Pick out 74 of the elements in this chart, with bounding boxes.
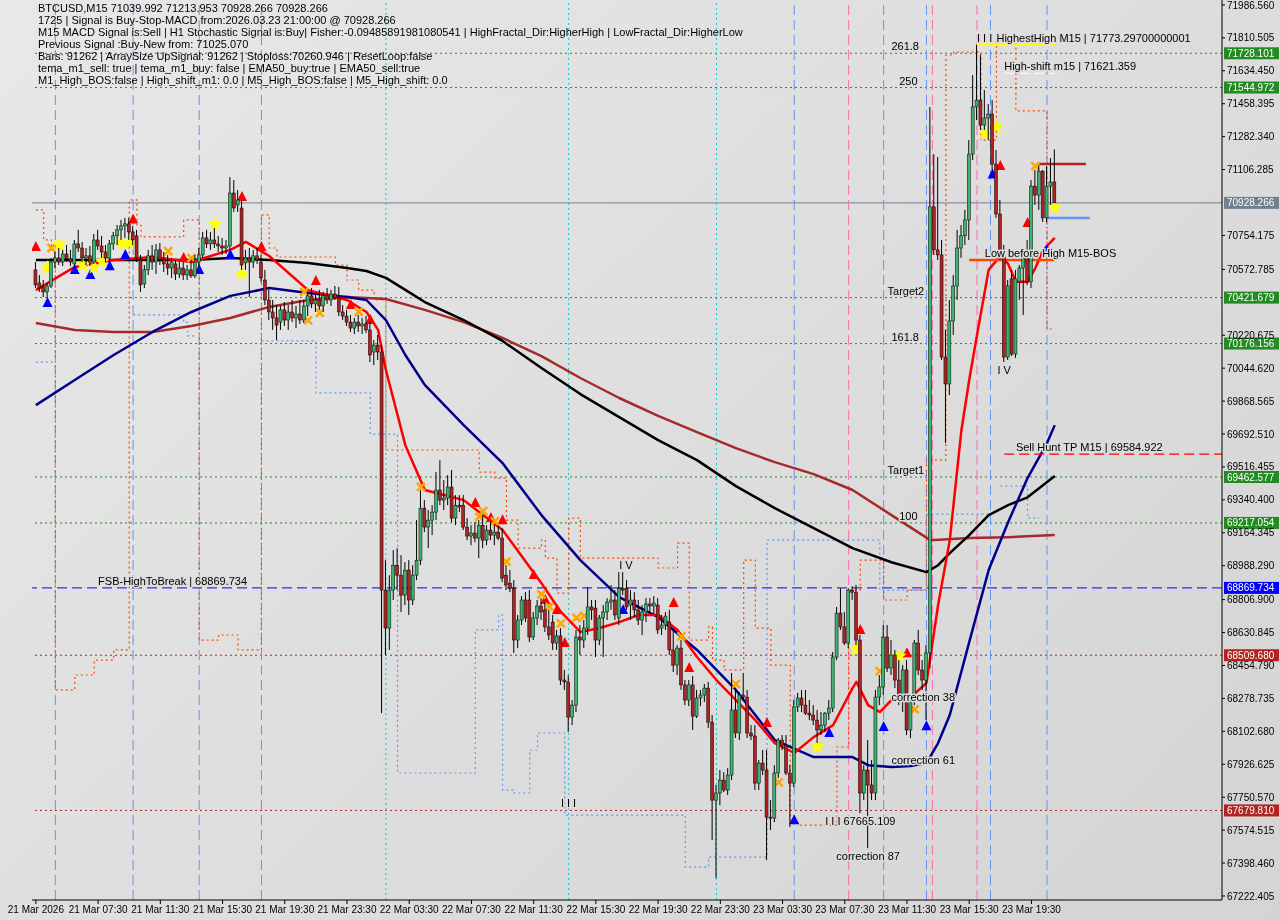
ref-line-label: 69217.054 (1227, 517, 1275, 529)
annotation: I I I (977, 31, 993, 44)
ref-line-label: 68869.734 (1227, 582, 1275, 594)
x-tick-label: 21 Mar 23:30 (317, 904, 377, 916)
annotation: FSB-HighToBreak | 68869.734 (98, 574, 248, 587)
y-tick-label: 67574.515 (1227, 824, 1275, 836)
y-tick-label: 68454.790 (1227, 660, 1275, 672)
annotation: Target1 (887, 464, 925, 477)
annotation: I V (619, 559, 634, 572)
x-tick-label: 21 Mar 2026 (7, 904, 65, 916)
y-tick-label: 68102.680 (1227, 725, 1275, 737)
annotation: Previous Signal :Buy-New from: 71025.070 (38, 38, 250, 50)
annotation: tema_m1_sell: true | tema_m1_buy: false | EMA50_buy:true | EMA50_sell:true (38, 62, 422, 74)
annotation: M1_High_BOS:false | High_shift_m1: 0.0 | M5_High_BOS:false | M5_High_shift: 0.0 (38, 74, 449, 86)
annotation: High-shift m15 | 71621.359 (1004, 60, 1137, 73)
x-tick-label: 21 Mar 19:30 (255, 904, 315, 916)
y-tick-label: 69516.455 (1227, 461, 1275, 473)
ref-line-label: 67679.810 (1227, 804, 1275, 816)
y-tick-label: 71634.450 (1227, 65, 1275, 77)
ref-line-label: 71544.972 (1227, 82, 1275, 94)
y-tick-label: 70754.175 (1227, 229, 1275, 241)
x-tick-label: 22 Mar 07:30 (441, 904, 502, 916)
ref-line-label: 71728.101 (1227, 47, 1275, 59)
y-tick-label: 71106.285 (1227, 164, 1274, 176)
y-tick-label: 67398.460 (1227, 857, 1275, 869)
x-tick-label: 23 Mar 11:30 (877, 904, 937, 916)
y-tick-label: 70044.620 (1227, 362, 1275, 374)
y-tick-label: 69340.400 (1227, 494, 1275, 506)
y-tick-label: 69692.510 (1227, 428, 1275, 440)
ref-line-label: 69462.577 (1227, 471, 1275, 483)
y-tick-label: 68630.845 (1227, 627, 1275, 639)
x-tick-label: 23 Mar 07:30 (815, 904, 875, 916)
y-tick-label: 70220.675 (1227, 329, 1275, 341)
y-tick-label: 71282.340 (1227, 131, 1275, 143)
x-tick-label: 23 Mar 03:30 (753, 904, 813, 916)
y-tick-label: 68278.735 (1227, 692, 1275, 704)
annotation: 1725 | Signal is Buy-Stop-MACD from:2026.03.23 21:00:00 @ 70928.266 (38, 14, 397, 26)
y-tick-label: 71810.505 (1227, 32, 1275, 44)
x-tick-label: 23 Mar 15:30 (939, 904, 1000, 916)
annotation: 100 (899, 509, 918, 522)
ref-line-label: 70176.156 (1227, 338, 1275, 350)
annotation: HighestHigh M15 | 71773.29700000001 (996, 31, 1191, 44)
y-tick-label: 71458.395 (1227, 98, 1275, 110)
ref-line-label: 70421.679 (1227, 292, 1275, 304)
annotation: M15 MACD Signal is:Sell | H1 Stochastic Signal is:Buy| Fisher:-0.09485891981080541 | HighFractal_Dir:HigherHigh | LowFractal_Dir:HigherLow (38, 26, 743, 38)
x-tick-label: 21 Mar 07:30 (68, 904, 129, 916)
x-tick-label: 21 Mar 11:30 (131, 904, 190, 916)
annotation: 250 (899, 74, 918, 87)
y-tick-label: 67222.405 (1227, 890, 1275, 902)
chart-title: BTCUSD,M15 71039.992 71213.953 70928.266 70928.266 (38, 2, 329, 14)
x-tick-label: 23 Mar 19:30 (1001, 904, 1062, 916)
y-tick-label: 67926.625 (1227, 758, 1275, 770)
x-tick-label: 21 Mar 15:30 (193, 904, 253, 916)
y-tick-label: 69868.565 (1227, 395, 1275, 407)
annotation: I V (997, 364, 1012, 377)
annotation: correction 87 (836, 850, 900, 863)
ref-line-label: 68509.680 (1227, 649, 1275, 661)
annotation: 161.8 (891, 330, 919, 343)
ref-line-label: 70928.266 (1227, 197, 1275, 209)
x-tick-label: 22 Mar 15:30 (566, 904, 626, 916)
annotation: Target2 (887, 284, 925, 297)
y-tick-label: 68988.290 (1227, 560, 1275, 572)
y-tick-label: 70572.785 (1227, 263, 1275, 275)
x-tick-label: 22 Mar 03:30 (379, 904, 440, 916)
x-tick-label: 22 Mar 23:30 (690, 904, 751, 916)
annotation: 261.8 (891, 40, 919, 53)
annotation: I I I (560, 797, 577, 810)
y-tick-label: 67750.570 (1227, 791, 1275, 803)
x-tick-label: 22 Mar 19:30 (628, 904, 689, 916)
annotation: Bars: 91262 | ArraySize UpSignal: 91262 | Stoploss:70260.946 | ResetLoop:false (38, 50, 434, 62)
y-tick-label: 69164.345 (1227, 527, 1275, 539)
y-tick-label: 71986.560 (1227, 0, 1275, 11)
y-tick-label: 68806.900 (1227, 594, 1275, 606)
x-tick-label: 22 Mar 11:30 (504, 904, 564, 916)
